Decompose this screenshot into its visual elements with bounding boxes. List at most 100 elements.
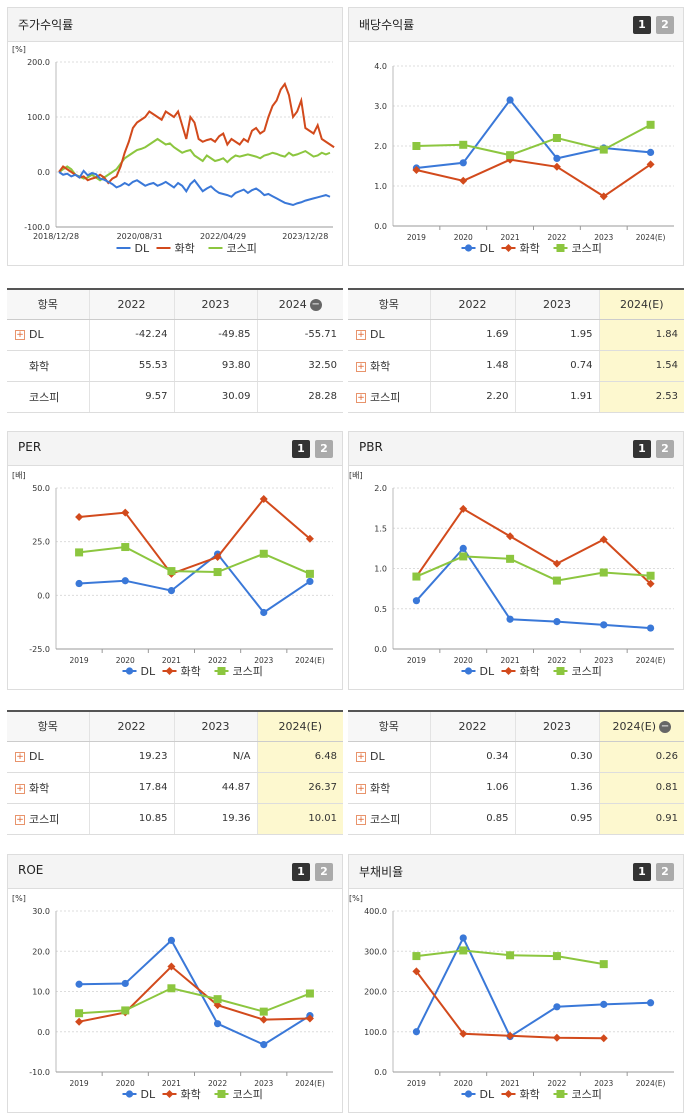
y-tick-label: 0.0 xyxy=(37,1028,50,1037)
point-화학 xyxy=(459,176,468,185)
view-2-button[interactable]: 2 xyxy=(656,16,674,34)
point-코스피 xyxy=(646,120,655,129)
series-line-DL xyxy=(415,546,651,630)
view-1-button[interactable]: 1 xyxy=(292,440,310,458)
view-1-button[interactable]: 1 xyxy=(633,863,651,881)
point-DL xyxy=(553,618,561,626)
table-cell: 26.37 xyxy=(256,772,343,804)
table-cell: 0.81 xyxy=(598,772,684,804)
view-1-button[interactable]: 1 xyxy=(292,863,310,881)
y-tick-label: 4.0 xyxy=(374,62,387,71)
y-tick-label: 10.0 xyxy=(32,988,50,997)
chart-legend: DL 화학 코스피 xyxy=(122,1088,263,1101)
expand-icon[interactable]: + xyxy=(356,330,366,340)
point-화학 xyxy=(121,508,130,517)
table-header-cell: 2022 xyxy=(88,288,174,320)
legend-label: DL xyxy=(480,242,495,255)
table-cell: 0.34 xyxy=(429,741,515,773)
expand-icon[interactable]: + xyxy=(356,814,366,825)
view-1-button[interactable]: 1 xyxy=(633,440,651,458)
view-2-button[interactable]: 2 xyxy=(315,863,333,881)
x-tick-label: 2022/04/29 xyxy=(200,232,246,241)
point-DL xyxy=(646,999,655,1007)
x-tick-label: 2024(E) xyxy=(636,656,666,665)
point-코스피 xyxy=(167,984,176,993)
chart-3: 2.0 1.5 1.0 0.5 0.0 [배] 2019 2020 2021 2022 2023 20… xyxy=(349,471,674,678)
x-tick-label: 2024(E) xyxy=(295,1079,325,1088)
expand-icon[interactable]: + xyxy=(15,330,25,340)
point-화학 xyxy=(167,962,176,971)
row-name: + 화학 xyxy=(7,772,89,804)
point-DL xyxy=(553,154,561,162)
point-코스피 xyxy=(459,140,468,149)
point-코스피 xyxy=(259,549,268,558)
x-tick-label: 2020 xyxy=(454,1079,473,1088)
point-코스피 xyxy=(305,569,314,578)
series-line-DL xyxy=(79,938,311,1046)
table-cell: 1.06 xyxy=(429,772,515,804)
y-tick-label: 20.0 xyxy=(32,947,50,956)
table-row: + 화학 1.06 1.36 0.81 xyxy=(348,772,684,804)
point-DL xyxy=(260,1041,268,1049)
expand-icon[interactable]: + xyxy=(356,752,366,762)
legend-label: 화학 xyxy=(181,1088,201,1101)
unit-label: [%] xyxy=(12,894,26,903)
y-tick-label: 30.0 xyxy=(32,907,50,916)
row-label: 화학 xyxy=(370,359,391,373)
view-1-button[interactable]: 1 xyxy=(633,16,651,34)
y-tick-label: 0.0 xyxy=(374,1068,387,1077)
point-코스피 xyxy=(259,1007,268,1016)
legend-label: 코스피 xyxy=(572,242,602,255)
header-label: 2022 xyxy=(117,297,146,311)
view-2-button[interactable]: 2 xyxy=(656,863,674,881)
table-row: + 화학 1.48 0.74 1.54 xyxy=(348,350,684,382)
x-tick-label: 2022 xyxy=(547,656,566,665)
table-cell: 10.01 xyxy=(256,803,343,835)
expand-icon[interactable]: + xyxy=(15,783,25,794)
collapse-icon[interactable]: − xyxy=(309,298,322,311)
point-DL xyxy=(553,1003,561,1011)
expand-icon[interactable]: + xyxy=(15,814,25,825)
table-cell: 1.69 xyxy=(429,319,515,351)
view-2-button[interactable]: 2 xyxy=(315,440,333,458)
x-tick-label: 2023/12/28 xyxy=(282,232,328,241)
point-코스피 xyxy=(412,952,421,961)
chart-legend: DL 화학 코스피 xyxy=(116,242,257,255)
table-cell: 2.53 xyxy=(598,381,684,413)
x-tick-label: 2023 xyxy=(254,656,273,665)
row-label: 코스피 xyxy=(29,812,60,826)
data-table-1: 항목 2022 2023 2024(E) + DL 1.69 1.95 1.84 + 화학 1.48 0… xyxy=(348,288,684,413)
expand-icon[interactable]: + xyxy=(356,392,366,403)
table-cell: 17.84 xyxy=(88,772,174,804)
x-tick-label: 2023 xyxy=(594,1079,613,1088)
expand-icon[interactable]: + xyxy=(356,361,366,372)
point-코스피 xyxy=(213,995,222,1004)
header-label: 2023 xyxy=(201,297,230,311)
row-label: 화학 xyxy=(29,781,50,795)
table-cell: 0.91 xyxy=(598,803,684,835)
table-cell: 0.30 xyxy=(514,741,599,773)
point-화학 xyxy=(552,559,561,568)
table-cell: -49.85 xyxy=(173,319,257,351)
x-tick-label: 2024(E) xyxy=(636,233,666,242)
collapse-icon[interactable]: − xyxy=(659,720,672,733)
legend-label: DL xyxy=(141,665,156,678)
point-화학 xyxy=(412,967,421,976)
x-tick-label: 2023 xyxy=(254,1079,273,1088)
x-tick-label: 2022 xyxy=(547,1079,566,1088)
unit-label: [%] xyxy=(12,45,26,54)
expand-icon[interactable]: + xyxy=(356,783,366,794)
y-tick-label: 2.0 xyxy=(374,484,387,493)
header-label: 항목 xyxy=(37,298,58,312)
row-name: + DL xyxy=(348,741,430,773)
table-cell: 0.74 xyxy=(514,350,599,382)
legend-label: 화학 xyxy=(175,242,195,255)
row-name: + 코스피 xyxy=(7,803,89,835)
view-2-button[interactable]: 2 xyxy=(656,440,674,458)
table-cell: 1.95 xyxy=(514,319,599,351)
header-label: 2024(E) xyxy=(619,297,664,311)
expand-icon[interactable]: + xyxy=(15,752,25,762)
y-tick-label: 3.0 xyxy=(374,102,387,111)
row-name: + 코스피 xyxy=(348,803,430,835)
header-label: 2023 xyxy=(543,297,571,311)
